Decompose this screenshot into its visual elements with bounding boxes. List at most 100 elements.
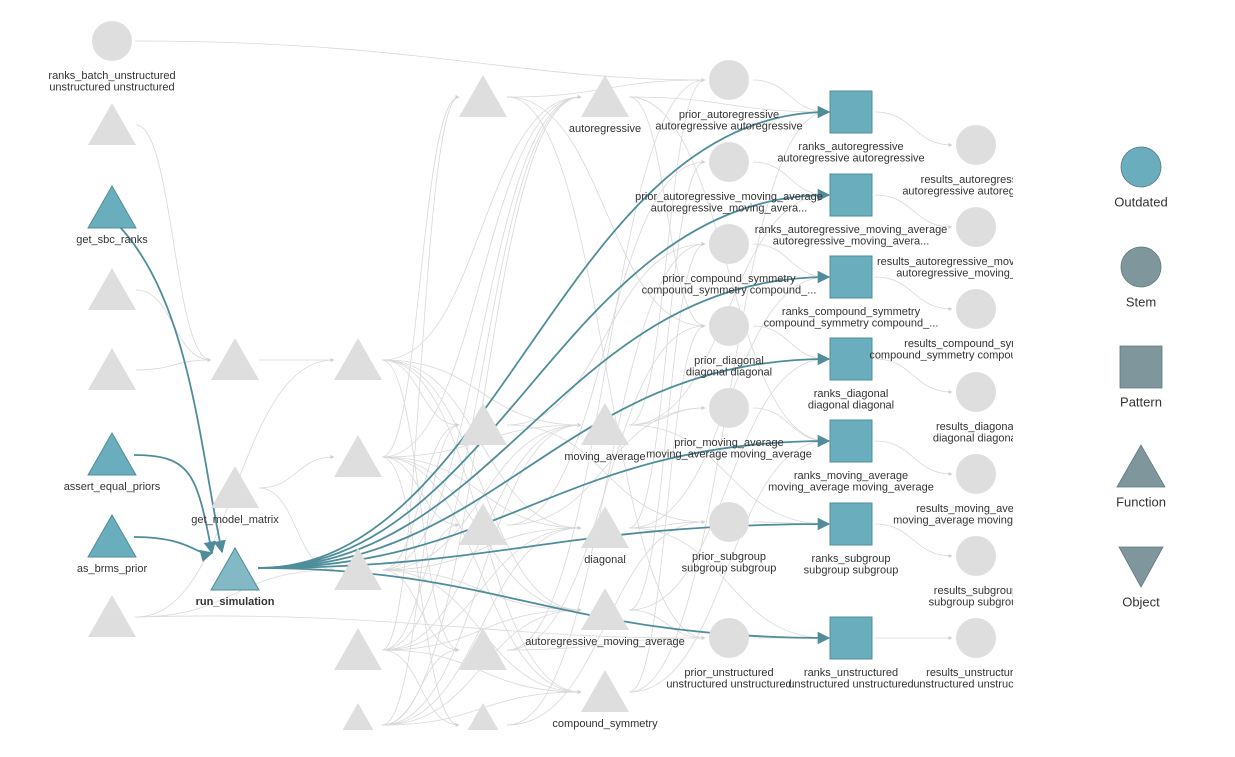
node-label: ranks_moving_average (794, 470, 908, 482)
edge (257, 188, 831, 569)
node-circle (709, 388, 749, 428)
node-label: run_simulation (196, 596, 275, 608)
node-label: results_subgroup (934, 585, 1018, 597)
legend-symbol (1118, 546, 1164, 588)
node-circle (956, 207, 996, 247)
edge (135, 568, 335, 618)
edge (874, 358, 953, 394)
node-triangle (459, 75, 507, 117)
edge (628, 160, 706, 529)
edge (381, 359, 460, 652)
edge (257, 352, 831, 569)
edge (381, 526, 582, 571)
legend-symbol (1119, 345, 1163, 389)
node-triangle (87, 431, 137, 476)
node-label: unstructured unstructured (913, 678, 1038, 690)
legend-symbol (1116, 444, 1166, 488)
node-label: autoregressive_moving_avera... (773, 235, 930, 247)
node-triangle (581, 670, 629, 712)
edge (117, 224, 226, 554)
node-label: unstructured unstructured (666, 678, 791, 690)
edge (381, 359, 582, 612)
node-label: moving_average moving_average (893, 514, 1059, 526)
legend-symbol (1120, 146, 1162, 188)
node-label: prior_moving_average (674, 437, 783, 449)
node-label: compound_symmetry compound_... (642, 284, 817, 296)
edge (381, 423, 460, 726)
node-triangle (210, 546, 260, 591)
node-square (829, 419, 873, 463)
node-label: autoregressive autoregressive (655, 120, 802, 132)
edge (381, 649, 582, 694)
edge (506, 242, 706, 726)
edge (874, 440, 953, 476)
node-label: autoregressive autoregressive (777, 152, 924, 164)
edge (133, 536, 214, 562)
edge (874, 194, 953, 229)
edge (874, 111, 953, 147)
edge (506, 406, 706, 526)
edge (381, 359, 460, 427)
node-triangle (467, 703, 499, 730)
node-label: unstructured unstructured (788, 678, 913, 690)
node-label: diagonal diagonal (933, 432, 1019, 444)
node-circle (709, 224, 749, 264)
edge (381, 526, 582, 726)
node-label: compound_symmetry compound_... (764, 317, 939, 329)
node-label: get_sbc_ranks (76, 234, 148, 246)
node-label: prior_autoregressive_moving_average (635, 191, 823, 203)
edge (381, 95, 582, 651)
edge (257, 434, 831, 569)
legend-label: Outdated (1114, 194, 1168, 209)
node-square (829, 255, 873, 299)
node-triangle (211, 466, 259, 508)
node-circle (956, 536, 996, 576)
node-label: diagonal diagonal (808, 399, 894, 411)
edge (628, 96, 706, 328)
node-triangle (87, 513, 137, 558)
edge (134, 615, 706, 639)
node-label: diagonal (584, 554, 626, 566)
node-triangle (459, 503, 507, 545)
node-label: prior_diagonal (694, 355, 764, 367)
node-circle (709, 618, 749, 658)
node-square (829, 90, 873, 134)
edge (381, 523, 460, 651)
edge (506, 160, 706, 526)
edge (628, 439, 828, 693)
node-triangle (334, 548, 382, 590)
node-label: as_brms_prior (77, 563, 148, 575)
edge (257, 270, 831, 569)
node-label: prior_autoregressive (679, 109, 779, 121)
node-circle (709, 142, 749, 182)
node-label: get_model_matrix (191, 514, 279, 526)
node-triangle (211, 338, 259, 380)
edge (381, 569, 582, 612)
edge (628, 520, 706, 529)
edge (752, 407, 828, 443)
node-label: ranks_autoregressive_moving_average (755, 224, 948, 236)
node-triangle (581, 506, 629, 548)
node-circle (709, 502, 749, 542)
node-square (829, 616, 873, 660)
legend-symbol (1120, 246, 1162, 288)
node-triangle (581, 75, 629, 117)
node-triangle (334, 628, 382, 670)
edge (381, 95, 582, 458)
node-label: ranks_diagonal (814, 388, 889, 400)
node-label: subgroup subgroup (929, 596, 1024, 608)
edge (752, 243, 828, 279)
node-label: results_diagonal (936, 421, 1016, 433)
edge (874, 523, 953, 558)
node-triangle (88, 595, 136, 637)
edge (628, 357, 828, 611)
node-circle (709, 306, 749, 346)
edge (381, 569, 460, 652)
node-triangle (459, 403, 507, 445)
node-label: subgroup subgroup (804, 564, 899, 576)
edge (133, 454, 217, 555)
edge (381, 95, 582, 361)
node-label: autoregressive_moving_average (525, 636, 685, 648)
